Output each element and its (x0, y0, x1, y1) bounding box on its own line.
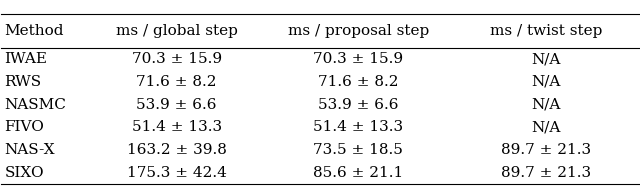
Text: 89.7 ± 21.3: 89.7 ± 21.3 (501, 143, 591, 157)
Text: N/A: N/A (532, 52, 561, 66)
Text: FIVO: FIVO (4, 120, 44, 134)
Text: 89.7 ± 21.3: 89.7 ± 21.3 (501, 166, 591, 180)
Text: RWS: RWS (4, 75, 42, 89)
Text: 71.6 ± 8.2: 71.6 ± 8.2 (318, 75, 399, 89)
Text: 53.9 ± 6.6: 53.9 ± 6.6 (136, 98, 217, 112)
Text: ms / proposal step: ms / proposal step (287, 24, 429, 38)
Text: SIXO: SIXO (4, 166, 44, 180)
Text: Method: Method (4, 24, 64, 38)
Text: 163.2 ± 39.8: 163.2 ± 39.8 (127, 143, 227, 157)
Text: NASMC: NASMC (4, 98, 67, 112)
Text: ms / global step: ms / global step (116, 24, 237, 38)
Text: NAS-X: NAS-X (4, 143, 55, 157)
Text: N/A: N/A (532, 98, 561, 112)
Text: 53.9 ± 6.6: 53.9 ± 6.6 (318, 98, 399, 112)
Text: 51.4 ± 13.3: 51.4 ± 13.3 (132, 120, 221, 134)
Text: 85.6 ± 21.1: 85.6 ± 21.1 (313, 166, 403, 180)
Text: 71.6 ± 8.2: 71.6 ± 8.2 (136, 75, 217, 89)
Text: N/A: N/A (532, 120, 561, 134)
Text: N/A: N/A (532, 75, 561, 89)
Text: 73.5 ± 18.5: 73.5 ± 18.5 (314, 143, 403, 157)
Text: ms / twist step: ms / twist step (490, 24, 602, 38)
Text: 175.3 ± 42.4: 175.3 ± 42.4 (127, 166, 227, 180)
Text: 51.4 ± 13.3: 51.4 ± 13.3 (313, 120, 403, 134)
Text: 70.3 ± 15.9: 70.3 ± 15.9 (132, 52, 221, 66)
Text: IWAE: IWAE (4, 52, 47, 66)
Text: 70.3 ± 15.9: 70.3 ± 15.9 (313, 52, 403, 66)
